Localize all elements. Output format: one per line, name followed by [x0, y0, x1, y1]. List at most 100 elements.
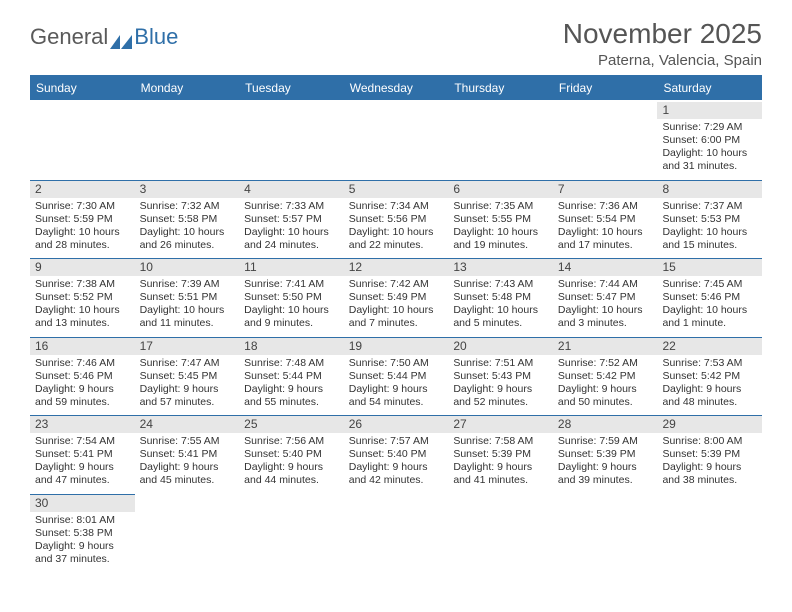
- day-cell: 25Sunrise: 7:56 AMSunset: 5:40 PMDayligh…: [239, 413, 344, 492]
- sunset-text: Sunset: 5:39 PM: [662, 448, 758, 461]
- week-row: 1Sunrise: 7:29 AMSunset: 6:00 PMDaylight…: [30, 100, 762, 178]
- sunset-text: Sunset: 5:56 PM: [349, 213, 445, 226]
- day-cell: 18Sunrise: 7:48 AMSunset: 5:44 PMDayligh…: [239, 335, 344, 414]
- week-row: 16Sunrise: 7:46 AMSunset: 5:46 PMDayligh…: [30, 335, 762, 414]
- sunrise-text: Sunrise: 7:33 AM: [244, 200, 340, 213]
- daylight-text: Daylight: 10 hours and 1 minute.: [662, 304, 758, 330]
- daylight-text: Daylight: 10 hours and 15 minutes.: [662, 226, 758, 252]
- sunrise-text: Sunrise: 7:45 AM: [662, 278, 758, 291]
- header: General Blue November 2025 Paterna, Vale…: [30, 18, 762, 69]
- sunset-text: Sunset: 5:50 PM: [244, 291, 340, 304]
- sunrise-text: Sunrise: 7:44 AM: [558, 278, 654, 291]
- day-number: [553, 102, 658, 119]
- sunset-text: Sunset: 5:59 PM: [35, 213, 131, 226]
- sunset-text: Sunset: 5:38 PM: [35, 527, 131, 540]
- sunset-text: Sunset: 5:48 PM: [453, 291, 549, 304]
- sunset-text: Sunset: 5:41 PM: [140, 448, 236, 461]
- daylight-text: Daylight: 9 hours and 37 minutes.: [35, 540, 131, 566]
- day-number: 17: [135, 337, 240, 355]
- sunrise-text: Sunrise: 7:43 AM: [453, 278, 549, 291]
- day-cell: 27Sunrise: 7:58 AMSunset: 5:39 PMDayligh…: [448, 413, 553, 492]
- day-cell: 7Sunrise: 7:36 AMSunset: 5:54 PMDaylight…: [553, 178, 658, 257]
- day-number: [239, 102, 344, 119]
- day-number: 4: [239, 180, 344, 198]
- daylight-text: Daylight: 9 hours and 44 minutes.: [244, 461, 340, 487]
- daylight-text: Daylight: 10 hours and 17 minutes.: [558, 226, 654, 252]
- day-number: [657, 494, 762, 512]
- daylight-text: Daylight: 9 hours and 55 minutes.: [244, 383, 340, 409]
- day-number: [553, 494, 658, 512]
- day-cell: 22Sunrise: 7:53 AMSunset: 5:42 PMDayligh…: [657, 335, 762, 414]
- day-number: 8: [657, 180, 762, 198]
- sunset-text: Sunset: 5:39 PM: [453, 448, 549, 461]
- sunrise-text: Sunrise: 7:46 AM: [35, 357, 131, 370]
- sunrise-text: Sunrise: 7:36 AM: [558, 200, 654, 213]
- sunset-text: Sunset: 5:39 PM: [558, 448, 654, 461]
- sunrise-text: Sunrise: 7:55 AM: [140, 435, 236, 448]
- day-cell: [448, 492, 553, 571]
- day-number: [135, 102, 240, 119]
- day-cell: 28Sunrise: 7:59 AMSunset: 5:39 PMDayligh…: [553, 413, 658, 492]
- day-cell: 26Sunrise: 7:57 AMSunset: 5:40 PMDayligh…: [344, 413, 449, 492]
- week-row: 2 Sunrise: 7:30 AMSunset: 5:59 PM Daylight…: [30, 178, 762, 257]
- sunrise-text: Sunrise: 7:34 AM: [349, 200, 445, 213]
- day-cell: [344, 100, 449, 178]
- day-number: [30, 102, 135, 119]
- day-number: 27: [448, 415, 553, 433]
- day-number: 13: [448, 258, 553, 276]
- day-number: 2: [30, 180, 135, 198]
- daylight-text: Daylight: 10 hours and 31 minutes.: [662, 147, 758, 173]
- sunrise-text: Sunrise: 7:30 AM: [35, 200, 131, 213]
- daylight-text: Daylight: 9 hours and 59 minutes.: [35, 383, 131, 409]
- day-cell: 6Sunrise: 7:35 AMSunset: 5:55 PMDaylight…: [448, 178, 553, 257]
- day-cell: 13 Sunrise: 7:43 AMSunset: 5:48 PMDayligh…: [448, 256, 553, 335]
- sunset-text: Sunset: 5:44 PM: [349, 370, 445, 383]
- daylight-text: Daylight: 10 hours and 13 minutes.: [35, 304, 131, 330]
- sunrise-text: Sunrise: 7:58 AM: [453, 435, 549, 448]
- daylight-text: Daylight: 10 hours and 5 minutes.: [453, 304, 549, 330]
- day-header-thursday: Thursday: [448, 77, 553, 100]
- sunrise-text: Sunrise: 7:38 AM: [35, 278, 131, 291]
- sunrise-text: Sunrise: 7:42 AM: [349, 278, 445, 291]
- week-row: 30 Sunrise: 8:01 AMSunset: 5:38 PMDayligh…: [30, 492, 762, 571]
- sunset-text: Sunset: 5:54 PM: [558, 213, 654, 226]
- daylight-text: Daylight: 9 hours and 39 minutes.: [558, 461, 654, 487]
- day-number: 30: [30, 494, 135, 512]
- day-cell: [239, 492, 344, 571]
- sunset-text: Sunset: 5:52 PM: [35, 291, 131, 304]
- sunset-text: Sunset: 5:53 PM: [662, 213, 758, 226]
- sunrise-text: Sunrise: 7:39 AM: [140, 278, 236, 291]
- daylight-text: Daylight: 10 hours and 9 minutes.: [244, 304, 340, 330]
- day-cell: 4Sunrise: 7:33 AMSunset: 5:57 PMDaylight…: [239, 178, 344, 257]
- day-number: 29: [657, 415, 762, 433]
- day-header-saturday: Saturday: [657, 77, 762, 100]
- sunset-text: Sunset: 5:42 PM: [558, 370, 654, 383]
- sunset-text: Sunset: 5:43 PM: [453, 370, 549, 383]
- day-cell: 16Sunrise: 7:46 AMSunset: 5:46 PMDayligh…: [30, 335, 135, 414]
- day-cell: 30 Sunrise: 8:01 AMSunset: 5:38 PMDayligh…: [30, 492, 135, 571]
- day-cell: [239, 100, 344, 178]
- day-cell: 21Sunrise: 7:52 AMSunset: 5:42 PMDayligh…: [553, 335, 658, 414]
- daylight-text: Daylight: 9 hours and 48 minutes.: [662, 383, 758, 409]
- day-number: 1: [657, 102, 762, 119]
- sunrise-text: Sunrise: 7:50 AM: [349, 357, 445, 370]
- day-number: 20: [448, 337, 553, 355]
- day-header-friday: Friday: [553, 77, 658, 100]
- day-header-monday: Monday: [135, 77, 240, 100]
- day-cell: 20Sunrise: 7:51 AMSunset: 5:43 PMDayligh…: [448, 335, 553, 414]
- sunset-text: Sunset: 5:49 PM: [349, 291, 445, 304]
- daylight-text: Daylight: 9 hours and 42 minutes.: [349, 461, 445, 487]
- day-number: 10: [135, 258, 240, 276]
- day-number: [344, 494, 449, 512]
- logo-text-1: General: [30, 24, 108, 50]
- day-cell: 1Sunrise: 7:29 AMSunset: 6:00 PMDaylight…: [657, 100, 762, 178]
- sunrise-text: Sunrise: 7:41 AM: [244, 278, 340, 291]
- daylight-text: Daylight: 9 hours and 38 minutes.: [662, 461, 758, 487]
- sunrise-text: Sunrise: 8:01 AM: [35, 514, 131, 527]
- day-number: [448, 102, 553, 119]
- day-number: 19: [344, 337, 449, 355]
- location: Paterna, Valencia, Spain: [563, 52, 762, 69]
- sunset-text: Sunset: 6:00 PM: [662, 134, 758, 147]
- day-cell: [553, 100, 658, 178]
- calendar: SundayMondayTuesdayWednesdayThursdayFrid…: [30, 75, 762, 570]
